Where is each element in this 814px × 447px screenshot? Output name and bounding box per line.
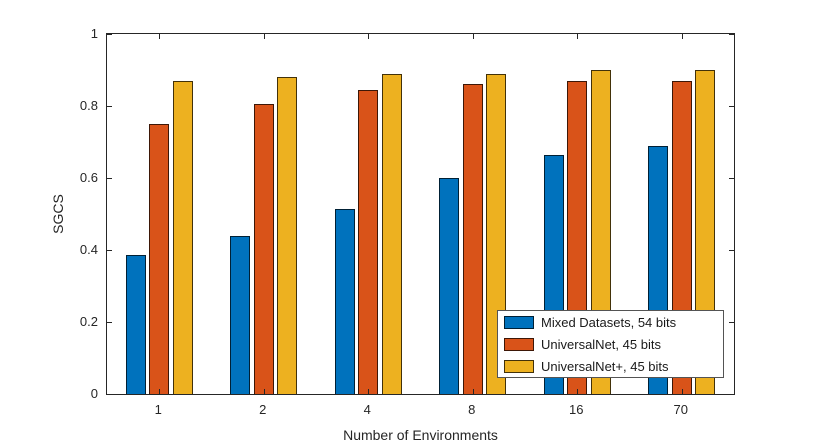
legend-label: UniversalNet, 45 bits xyxy=(541,336,661,352)
legend-item-1: Mixed Datasets, 54 bits xyxy=(504,311,723,333)
x-tick xyxy=(159,34,160,39)
y-tick-label: 0 xyxy=(90,386,98,401)
y-tick-label: 0.8 xyxy=(79,98,98,113)
x-tick xyxy=(577,389,578,394)
x-tick xyxy=(368,389,369,394)
x-tick xyxy=(682,34,683,39)
y-tick-right xyxy=(729,34,734,35)
y-tick-right xyxy=(729,106,734,107)
legend-label: Mixed Datasets, 54 bits xyxy=(541,314,677,330)
legend-item-2: UniversalNet, 45 bits xyxy=(504,333,723,355)
x-tick xyxy=(682,389,683,394)
x-tick-label: 1 xyxy=(154,402,162,417)
x-tick xyxy=(577,34,578,39)
y-tick-left xyxy=(107,250,112,251)
y-tick-right xyxy=(729,322,734,323)
y-tick-right xyxy=(729,250,734,251)
x-tick xyxy=(159,389,160,394)
y-tick-left xyxy=(107,178,112,179)
x-tick xyxy=(473,34,474,39)
bar-series3-x2 xyxy=(277,77,298,394)
y-axis-label: SGCS xyxy=(50,194,66,234)
x-tick-label: 16 xyxy=(569,402,584,417)
y-tick-label: 0.2 xyxy=(79,314,98,329)
x-tick xyxy=(264,34,265,39)
x-tick-label: 8 xyxy=(468,402,476,417)
bar-series2-x2 xyxy=(253,104,274,394)
legend-item-3: UniversalNet+, 45 bits xyxy=(504,355,723,377)
bar-series1-x2 xyxy=(230,235,251,394)
y-tick-right xyxy=(729,394,734,395)
bar-series3-x4 xyxy=(381,73,402,394)
y-tick-label: 0.6 xyxy=(79,170,98,185)
y-tick-label: 1 xyxy=(90,26,98,41)
x-axis-label: Number of Environments xyxy=(343,427,498,443)
legend-swatch xyxy=(504,315,534,329)
y-tick-label: 0.4 xyxy=(79,242,98,257)
y-tick-left xyxy=(107,322,112,323)
bar-series1-x1 xyxy=(125,255,146,394)
x-tick xyxy=(473,389,474,394)
x-tick-label: 2 xyxy=(259,402,267,417)
x-tick xyxy=(368,34,369,39)
legend-swatch xyxy=(504,359,534,373)
bar-series2-x1 xyxy=(149,124,170,394)
legend: Mixed Datasets, 54 bits UniversalNet, 45 … xyxy=(497,310,724,378)
bar-series1-x4 xyxy=(334,208,355,394)
x-tick-label: 4 xyxy=(363,402,371,417)
x-tick xyxy=(264,389,265,394)
y-tick-left xyxy=(107,34,112,35)
bar-series2-x4 xyxy=(358,89,379,394)
legend-swatch xyxy=(504,337,534,351)
x-tick-label: 70 xyxy=(673,402,688,417)
y-tick-left xyxy=(107,106,112,107)
bar-series2-x8 xyxy=(462,84,483,394)
y-tick-right xyxy=(729,178,734,179)
legend-label: UniversalNet+, 45 bits xyxy=(541,358,669,374)
bar-series1-x8 xyxy=(439,178,460,394)
bar-series3-x1 xyxy=(172,80,193,394)
y-tick-left xyxy=(107,394,112,395)
